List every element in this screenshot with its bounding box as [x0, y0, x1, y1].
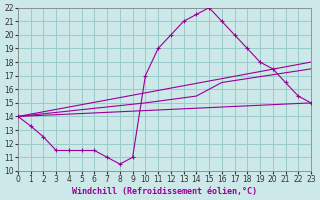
X-axis label: Windchill (Refroidissement éolien,°C): Windchill (Refroidissement éolien,°C): [72, 187, 257, 196]
